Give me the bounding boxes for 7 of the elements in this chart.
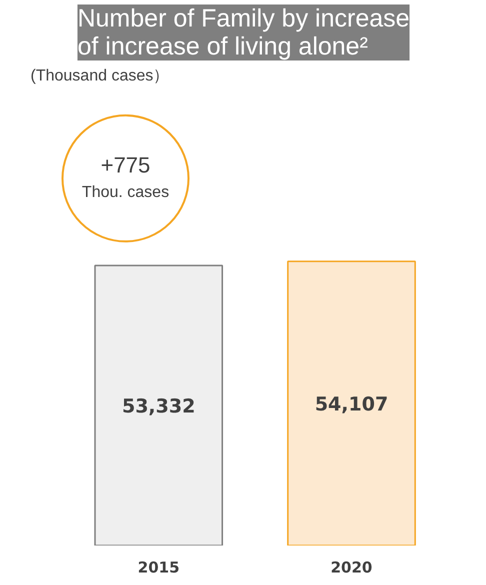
data-label: 53,332 bbox=[122, 395, 196, 418]
x-tick-label: 2015 bbox=[138, 558, 180, 576]
data-label: 54,107 bbox=[314, 393, 388, 416]
text: +775 Thou. cases bbox=[82, 152, 170, 201]
text: (Thousand cases） bbox=[30, 68, 170, 84]
x-tick-label: 2020 bbox=[330, 558, 372, 576]
chart-title: Number of Family by increase of increase of living alone² bbox=[77, 4, 410, 60]
